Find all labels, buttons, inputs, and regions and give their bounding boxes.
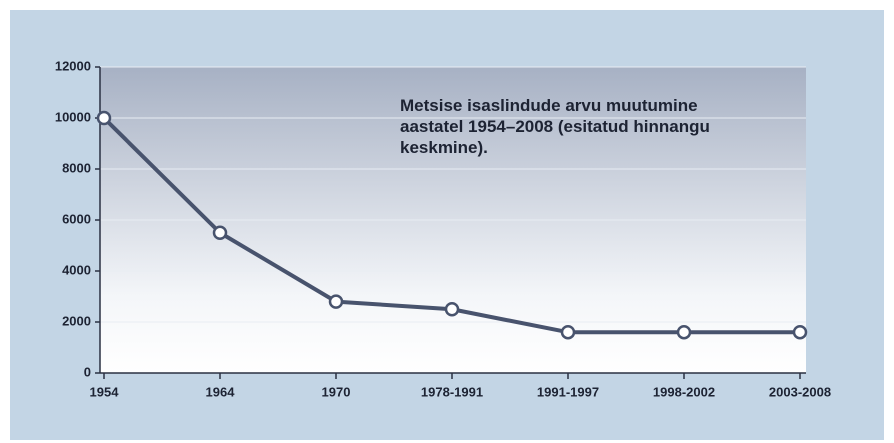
- y-tick-label: 8000: [62, 160, 91, 175]
- marker: [444, 302, 460, 317]
- chart-title: Metsise isaslindude arvu muutumine aasta…: [400, 96, 710, 157]
- x-tick-label: 1954: [90, 384, 120, 399]
- x-tick-label: 1978-1991: [421, 384, 483, 399]
- y-tick-label: 12000: [55, 58, 91, 73]
- marker: [328, 294, 344, 309]
- marker: [212, 225, 228, 240]
- y-tick-label: 0: [84, 364, 91, 379]
- marker: [676, 324, 692, 340]
- x-tick-label: 2003-2008: [769, 384, 831, 399]
- y-tick-label: 2000: [62, 313, 91, 328]
- y-tick-label: 4000: [62, 262, 91, 277]
- y-tick-label: 10000: [55, 109, 91, 124]
- x-tick-label: 1998-2002: [653, 384, 715, 399]
- x-tick-label: 1970: [322, 384, 351, 399]
- marker: [792, 324, 808, 340]
- marker: [96, 110, 112, 126]
- x-tick-label: 1991-1997: [537, 384, 599, 399]
- x-tick-label: 1964: [206, 384, 236, 399]
- y-tick-label: 6000: [62, 211, 91, 226]
- marker: [560, 324, 576, 340]
